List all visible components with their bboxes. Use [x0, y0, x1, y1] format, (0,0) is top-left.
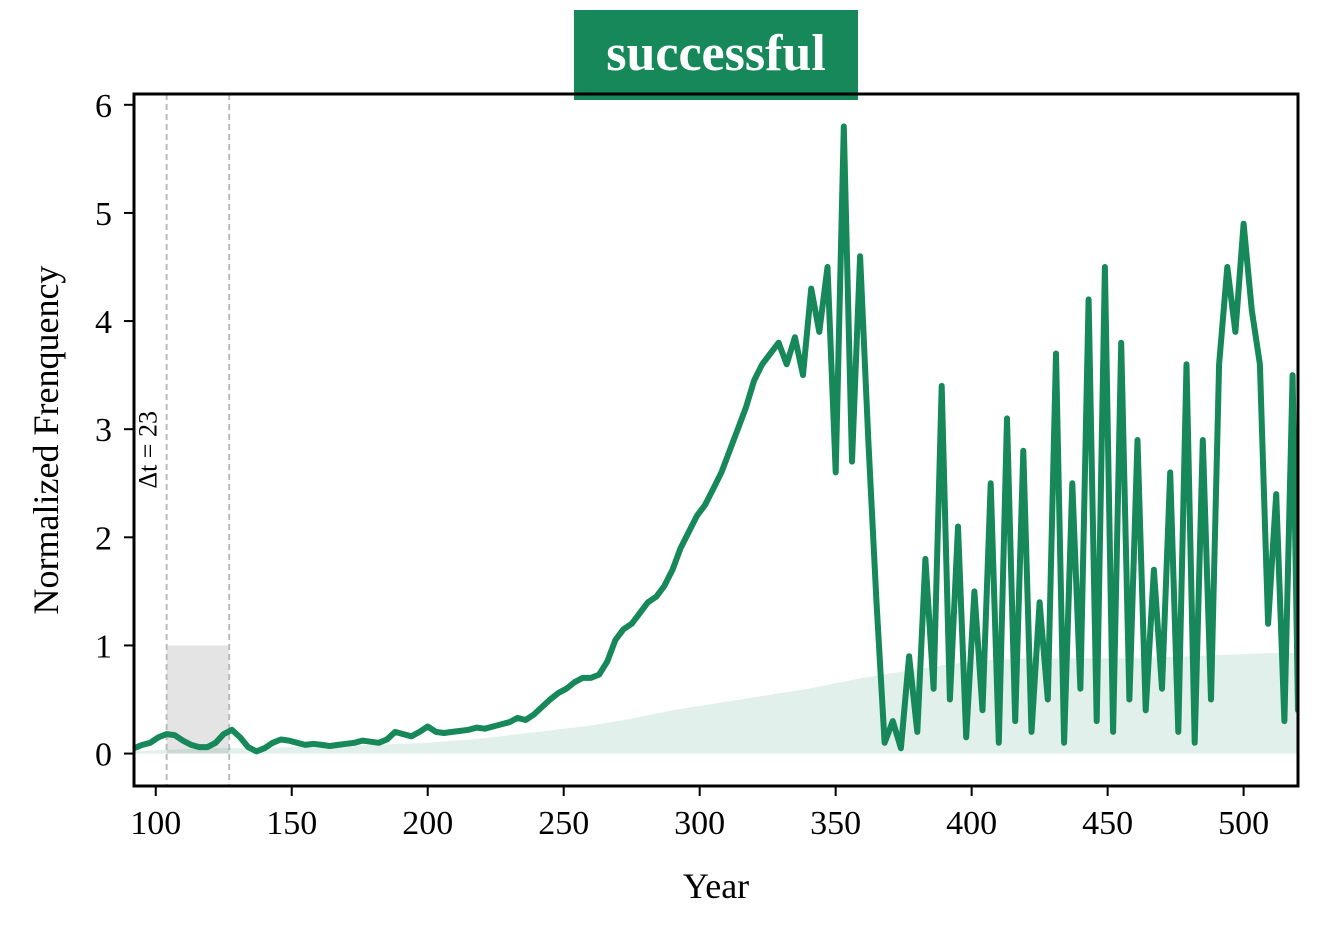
x-tick-label: 400	[946, 805, 997, 842]
x-tick-label: 200	[402, 805, 453, 842]
plot-frame	[132, 92, 1300, 788]
x-tick-label: 450	[1082, 805, 1133, 842]
y-tick-label: 5	[95, 196, 112, 233]
y-tick-label: 0	[95, 737, 112, 774]
plot-area	[134, 94, 1298, 786]
y-tick-label: 6	[95, 88, 112, 125]
chart-title: successful	[606, 25, 826, 82]
x-tick-label: 300	[674, 805, 725, 842]
x-axis-label: Year	[683, 866, 749, 906]
delta-t-annotation: Δt = 23	[134, 411, 163, 489]
x-tick-label: 250	[538, 805, 589, 842]
x-tick-label: 150	[266, 805, 317, 842]
x-axis-ticks: 100 150 200 250 300 350 400 450 500	[130, 786, 1269, 842]
y-tick-label: 3	[95, 412, 112, 449]
series-line	[134, 123, 1298, 755]
x-tick-label: 350	[810, 805, 861, 842]
y-tick-label: 2	[95, 520, 112, 557]
y-axis-label: Normalized Frenquency	[26, 266, 66, 615]
y-tick-label: 1	[95, 628, 112, 665]
y-tick-label: 4	[95, 304, 112, 341]
x-tick-label: 500	[1218, 805, 1269, 842]
x-tick-label: 100	[130, 805, 181, 842]
y-axis-ticks: 0 1 2 3 4 5 6	[95, 88, 134, 774]
baseline-band-area	[134, 653, 1298, 754]
chart-title-background	[574, 10, 858, 100]
